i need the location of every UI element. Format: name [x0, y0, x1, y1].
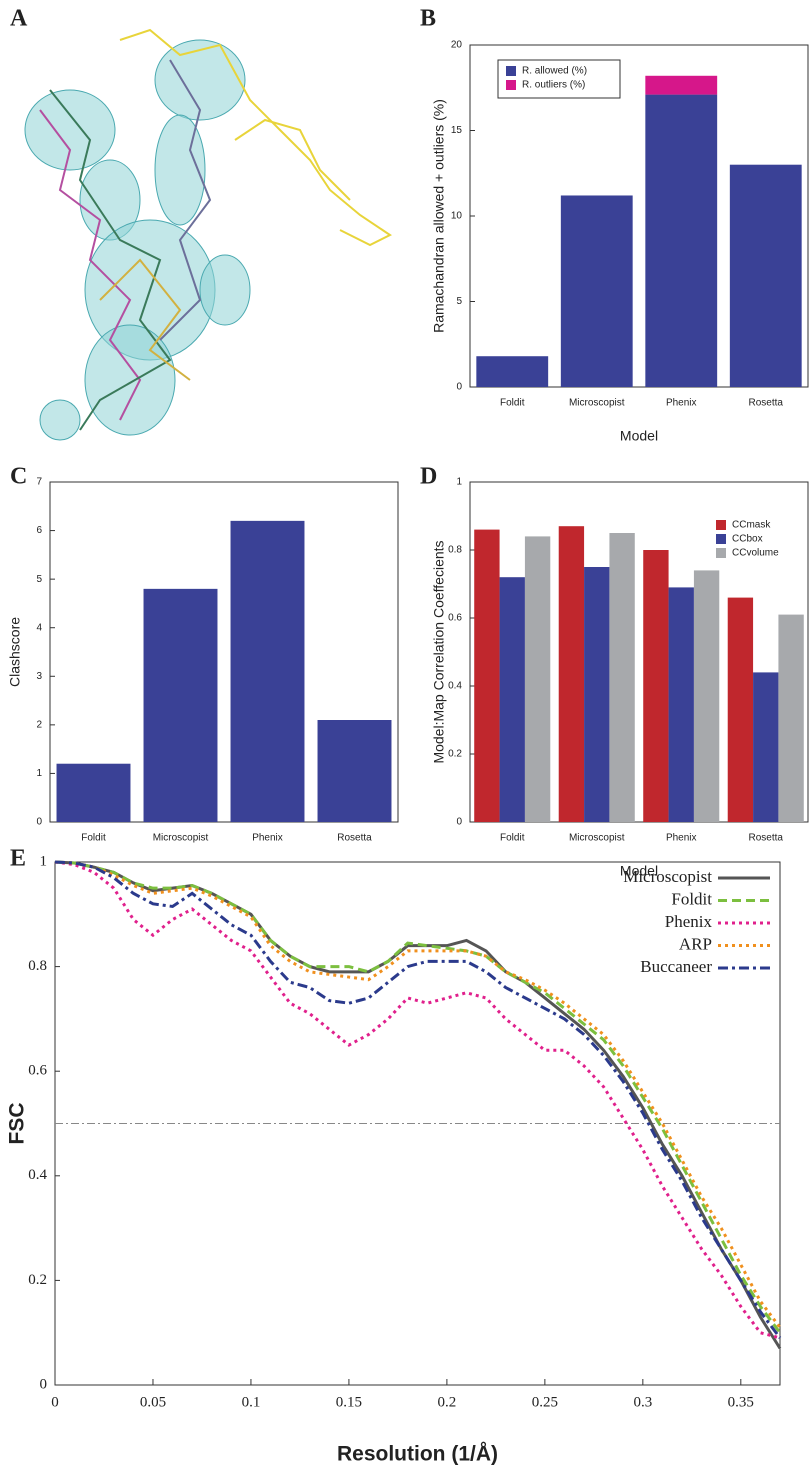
- bar: [753, 672, 778, 822]
- x-tick-label: Rosetta: [337, 833, 372, 844]
- y-tick-label: 0.2: [28, 1272, 47, 1288]
- legend-label: CCvolume: [732, 548, 779, 559]
- x-tick-label: Rosetta: [749, 833, 784, 844]
- x-tick-label: Foldit: [500, 398, 525, 409]
- legend-label: CCbox: [732, 534, 763, 545]
- bar: [559, 526, 584, 822]
- y-tick-label: 5: [36, 574, 42, 585]
- bar: [728, 598, 753, 822]
- bar: [778, 615, 803, 822]
- x-tick-label: 0.35: [728, 1394, 754, 1410]
- y-tick-label: 6: [36, 525, 42, 536]
- bar: [645, 76, 717, 95]
- x-axis-label: Model: [620, 428, 658, 444]
- figure: A B05101520Ramachandran allowed + outlie…: [0, 0, 810, 1475]
- y-tick-label: 0.2: [448, 749, 462, 760]
- y-tick-label: 7: [36, 477, 42, 488]
- y-tick-label: 0.6: [448, 613, 462, 624]
- bar: [144, 589, 218, 822]
- bar: [474, 530, 499, 822]
- x-tick-label: Microscopist: [569, 398, 625, 409]
- y-axis-label: Clashscore: [7, 617, 23, 687]
- y-axis-label: Model:Map Correlation Coeffecients: [431, 540, 447, 763]
- legend-label: Foldit: [671, 889, 712, 908]
- y-tick-label: 0: [40, 1376, 48, 1392]
- y-tick-label: 1: [40, 853, 48, 869]
- x-tick-label: Microscopist: [569, 833, 625, 844]
- bar: [57, 764, 131, 822]
- legend-swatch: [716, 520, 726, 530]
- fsc-line: [55, 862, 780, 1338]
- x-tick-label: 0.25: [532, 1394, 558, 1410]
- x-tick-label: Foldit: [81, 833, 106, 844]
- bar: [694, 570, 719, 822]
- x-tick-label: 0: [51, 1394, 59, 1410]
- x-tick-label: 0.2: [438, 1394, 457, 1410]
- y-tick-label: 0: [456, 817, 462, 828]
- bar: [318, 720, 392, 822]
- fsc-line: [55, 862, 780, 1327]
- x-axis-label: Resolution (1/Å): [337, 1442, 498, 1466]
- bar: [584, 567, 609, 822]
- x-tick-label: 0.3: [633, 1394, 652, 1410]
- fsc-line: [55, 862, 780, 1338]
- legend-label: R. allowed (%): [522, 66, 587, 77]
- bar: [609, 533, 634, 822]
- y-tick-label: 0: [456, 382, 462, 393]
- panel-label: B: [420, 6, 436, 32]
- x-tick-label: Phenix: [252, 833, 283, 844]
- legend-swatch: [716, 548, 726, 558]
- legend-label: R. outliers (%): [522, 80, 585, 91]
- bar: [669, 587, 694, 822]
- y-tick-label: 0.6: [28, 1063, 47, 1079]
- x-tick-label: Rosetta: [749, 398, 784, 409]
- y-axis-label: FSC: [6, 1103, 29, 1145]
- x-tick-label: Foldit: [500, 833, 525, 844]
- legend-label: CCmask: [732, 520, 771, 531]
- y-tick-label: 20: [451, 40, 463, 51]
- fsc-line: [55, 862, 780, 1348]
- y-tick-label: 5: [456, 296, 462, 307]
- x-tick-label: 0.15: [336, 1394, 362, 1410]
- y-tick-label: 0.4: [28, 1167, 47, 1183]
- y-tick-label: 1: [36, 768, 42, 779]
- x-tick-label: 0.1: [242, 1394, 261, 1410]
- legend-swatch: [716, 534, 726, 544]
- fsc-line: [55, 862, 780, 1333]
- legend-label: Phenix: [665, 912, 713, 931]
- legend-label: Microscopist: [623, 867, 712, 886]
- y-tick-label: 2: [36, 719, 42, 730]
- panel-label: E: [10, 846, 26, 872]
- x-tick-label: Phenix: [666, 833, 697, 844]
- x-tick-label: 0.05: [140, 1394, 166, 1410]
- panel-label: C: [10, 464, 27, 490]
- bar: [730, 165, 802, 387]
- y-tick-label: 10: [451, 211, 463, 222]
- bar: [561, 195, 633, 387]
- x-tick-label: Microscopist: [153, 833, 209, 844]
- y-axis-label: Ramachandran allowed + outliers (%): [431, 99, 447, 333]
- legend-label: Buccaneer: [640, 957, 712, 976]
- y-tick-label: 0: [36, 817, 42, 828]
- bar: [643, 550, 668, 822]
- legend-swatch: [506, 66, 516, 76]
- bar: [476, 356, 548, 387]
- legend-label: ARP: [679, 934, 712, 953]
- x-tick-label: Phenix: [666, 398, 697, 409]
- panel-label: D: [420, 464, 437, 490]
- bar: [500, 577, 525, 822]
- panel-label: A: [10, 6, 28, 32]
- legend-swatch: [506, 80, 516, 90]
- y-tick-label: 0.8: [28, 958, 47, 974]
- y-tick-label: 1: [456, 477, 462, 488]
- structure-image: [25, 30, 390, 440]
- bar: [525, 536, 550, 822]
- y-tick-label: 4: [36, 622, 42, 633]
- y-tick-label: 3: [36, 671, 42, 682]
- y-tick-label: 0.4: [448, 681, 462, 692]
- bar: [231, 521, 305, 822]
- y-tick-label: 15: [451, 125, 463, 136]
- bar: [645, 95, 717, 387]
- y-tick-label: 0.8: [448, 545, 462, 556]
